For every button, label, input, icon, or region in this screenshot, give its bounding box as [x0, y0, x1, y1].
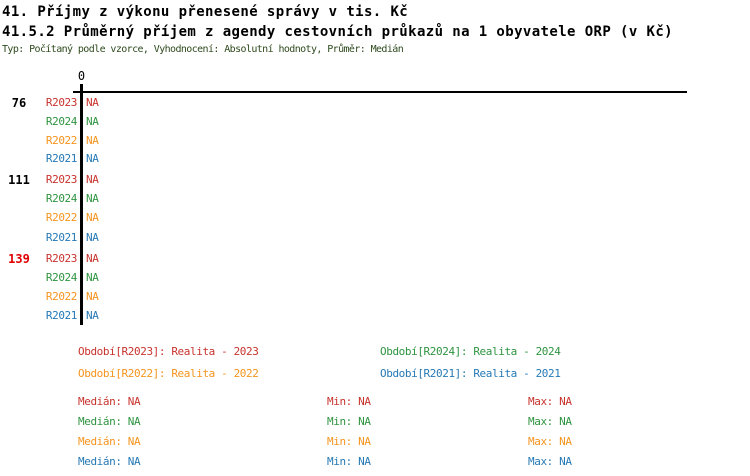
- series-value: NA: [86, 252, 99, 265]
- series-label: R2024: [45, 192, 78, 205]
- series-value: NA: [86, 173, 99, 186]
- legend-item-r2021: Období[R2021]: Realita - 2021: [380, 367, 561, 380]
- stat-median: Medián: NA: [78, 435, 141, 448]
- stat-median: Medián: NA: [78, 395, 141, 408]
- series-label: R2021: [45, 152, 78, 165]
- stat-min: Min: NA: [327, 435, 371, 448]
- stat-min: Min: NA: [327, 415, 371, 428]
- series-value: NA: [86, 115, 99, 128]
- series-label: R2024: [45, 271, 78, 284]
- legend-item-r2024: Období[R2024]: Realita - 2024: [380, 345, 561, 358]
- series-label: R2024: [45, 115, 78, 128]
- chart-subtitle: 41.5.2 Průměrný příjem z agendy cestovní…: [2, 24, 673, 40]
- x-axis-tick-zero: 0: [77, 69, 86, 83]
- legend-item-r2022: Období[R2022]: Realita - 2022: [78, 367, 259, 380]
- series-label: R2022: [45, 290, 78, 303]
- series-value: NA: [86, 309, 99, 322]
- series-value: NA: [86, 211, 99, 224]
- stat-max: Max: NA: [528, 435, 572, 448]
- stat-median: Medián: NA: [78, 415, 141, 428]
- series-label: R2021: [45, 309, 78, 322]
- series-label: R2022: [45, 134, 78, 147]
- series-value: NA: [86, 290, 99, 303]
- series-label: R2022: [45, 211, 78, 224]
- chart-meta-info: Typ: Počítaný podle vzorce, Vyhodnocení:…: [2, 44, 404, 55]
- series-label: R2021: [45, 231, 78, 244]
- series-label: R2023: [45, 173, 78, 186]
- series-value: NA: [86, 192, 99, 205]
- series-value: NA: [86, 152, 99, 165]
- stat-median: Medián: NA: [78, 455, 141, 468]
- page-title: 41. Příjmy z výkonu přenesené správy v t…: [2, 4, 409, 20]
- stat-min: Min: NA: [327, 395, 371, 408]
- stat-min: Min: NA: [327, 455, 371, 468]
- x-axis-line: [73, 91, 687, 93]
- series-value: NA: [86, 271, 99, 284]
- group-label: 111: [8, 173, 30, 187]
- zero-axis-line: [80, 84, 83, 325]
- series-value: NA: [86, 96, 99, 109]
- legend-item-r2023: Období[R2023]: Realita - 2023: [78, 345, 259, 358]
- series-label: R2023: [45, 96, 78, 109]
- series-label: R2023: [45, 252, 78, 265]
- stat-max: Max: NA: [528, 395, 572, 408]
- stat-max: Max: NA: [528, 415, 572, 428]
- group-label: 76: [11, 96, 27, 110]
- stat-max: Max: NA: [528, 455, 572, 468]
- group-label-highlighted: 139: [8, 252, 30, 266]
- series-value: NA: [86, 134, 99, 147]
- series-value: NA: [86, 231, 99, 244]
